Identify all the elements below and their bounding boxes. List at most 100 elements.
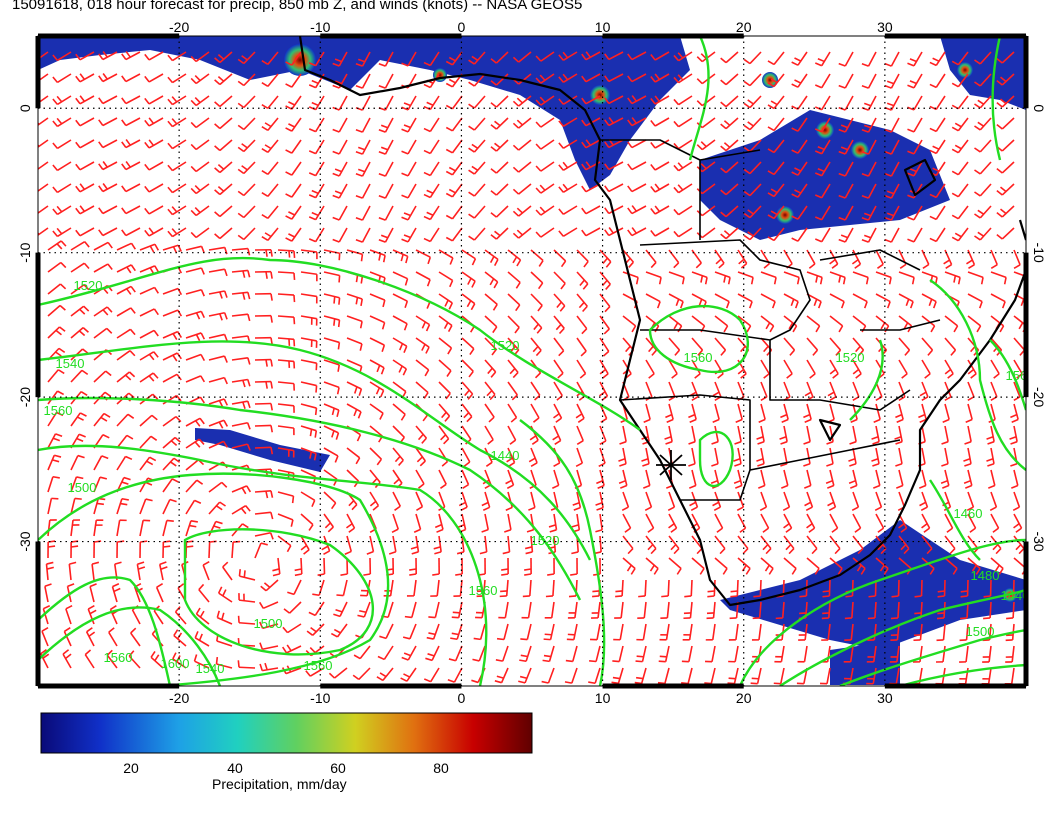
wind-barb xyxy=(512,205,532,217)
wind-barb xyxy=(214,117,233,130)
wind-barb xyxy=(254,358,273,367)
wind-barb xyxy=(613,623,624,641)
wind-barb xyxy=(665,403,674,423)
contour-label: 1480 xyxy=(971,568,1000,583)
wind-barb xyxy=(231,247,251,256)
wind-barb xyxy=(259,621,279,630)
wind-barb xyxy=(779,425,788,445)
wind-barb xyxy=(530,249,544,267)
wind-barb xyxy=(760,293,776,309)
wind-barb xyxy=(760,535,772,555)
wind-barb xyxy=(401,205,417,221)
wind-barb xyxy=(645,293,661,309)
wind-barb xyxy=(645,535,657,555)
wind-barb xyxy=(190,117,210,129)
wind-barb xyxy=(506,447,516,468)
wind-barb xyxy=(598,381,609,401)
wind-barb xyxy=(720,161,739,174)
wind-barb xyxy=(838,95,854,111)
wind-barb xyxy=(589,645,601,663)
wind-barb xyxy=(323,315,341,328)
wind-barb xyxy=(332,117,348,133)
wind-barb xyxy=(70,476,84,493)
wind-barb xyxy=(783,513,793,533)
wind-barb xyxy=(121,95,141,105)
wind-barb xyxy=(190,139,210,151)
wind-barb xyxy=(346,403,362,419)
wind-barb xyxy=(116,497,129,515)
wind-barb xyxy=(1004,667,1015,685)
wind-barb xyxy=(507,249,522,267)
wind-barb xyxy=(461,403,473,423)
wind-barb xyxy=(238,569,256,581)
wind-barb xyxy=(116,519,127,537)
wind-barb xyxy=(838,73,854,89)
wind-barb xyxy=(564,667,578,684)
wind-barb xyxy=(355,161,371,177)
wind-barb xyxy=(668,535,680,555)
wind-barb xyxy=(921,359,931,379)
wind-barb xyxy=(277,403,295,413)
contour-line xyxy=(738,538,1026,686)
wind-barb xyxy=(783,271,800,285)
wind-barb xyxy=(829,315,844,333)
wind-barb xyxy=(996,117,1015,130)
wind-barb xyxy=(866,645,877,663)
wind-barb xyxy=(378,227,394,243)
wind-barb xyxy=(907,161,923,177)
wind-barb xyxy=(490,51,509,64)
wind-barb xyxy=(377,645,394,661)
wind-barb xyxy=(983,601,992,620)
wind-barb xyxy=(285,183,302,198)
wind-barb xyxy=(202,560,210,581)
wind-barb xyxy=(921,315,936,333)
wind-barb xyxy=(781,469,789,489)
wind-barb xyxy=(996,183,1015,196)
wind-barb xyxy=(871,425,880,445)
wind-barb xyxy=(730,579,739,598)
wind-barb xyxy=(929,95,946,111)
wind-barb xyxy=(668,293,684,309)
wind-barb xyxy=(217,586,233,603)
contour-line xyxy=(929,279,1026,471)
contour-line xyxy=(38,472,390,686)
wind-barb xyxy=(208,440,229,449)
wind-barb xyxy=(44,583,52,603)
wind-barb xyxy=(323,447,339,463)
precip-hotspot xyxy=(957,62,973,78)
wind-barb xyxy=(261,73,279,88)
wind-barb xyxy=(323,381,340,395)
wind-barb xyxy=(743,139,762,153)
wind-barb xyxy=(760,271,777,285)
wind-barb xyxy=(803,447,811,467)
wind-barb xyxy=(728,623,739,641)
wind-barb xyxy=(323,337,341,350)
wind-barb xyxy=(155,582,164,603)
wind-barb xyxy=(507,271,521,289)
wind-barb xyxy=(826,425,834,445)
wind-barb xyxy=(974,95,992,109)
wind-barb xyxy=(974,117,992,131)
wind-barb xyxy=(760,513,770,533)
wind-barb xyxy=(415,315,431,332)
wind-barb xyxy=(208,311,228,321)
wind-barb xyxy=(645,513,655,533)
wind-barb xyxy=(300,403,318,416)
wind-barb xyxy=(468,183,486,197)
wind-barb xyxy=(921,535,933,555)
wind-barb xyxy=(401,51,417,67)
wind-barb xyxy=(285,161,302,176)
wind-barb xyxy=(346,337,363,351)
wind-barb xyxy=(468,139,486,153)
wind-barb xyxy=(599,337,610,357)
wind-barb xyxy=(894,425,903,445)
wind-barb xyxy=(162,352,182,362)
wind-barb xyxy=(570,557,578,576)
wind-barb xyxy=(518,667,532,684)
wind-barb xyxy=(116,371,136,383)
wind-barb xyxy=(595,491,604,511)
wind-barb xyxy=(332,227,348,243)
wind-barb xyxy=(581,95,601,105)
wind-barb xyxy=(838,117,854,133)
map-title: 15091618, 018 hour forecast for precip, … xyxy=(12,0,583,13)
